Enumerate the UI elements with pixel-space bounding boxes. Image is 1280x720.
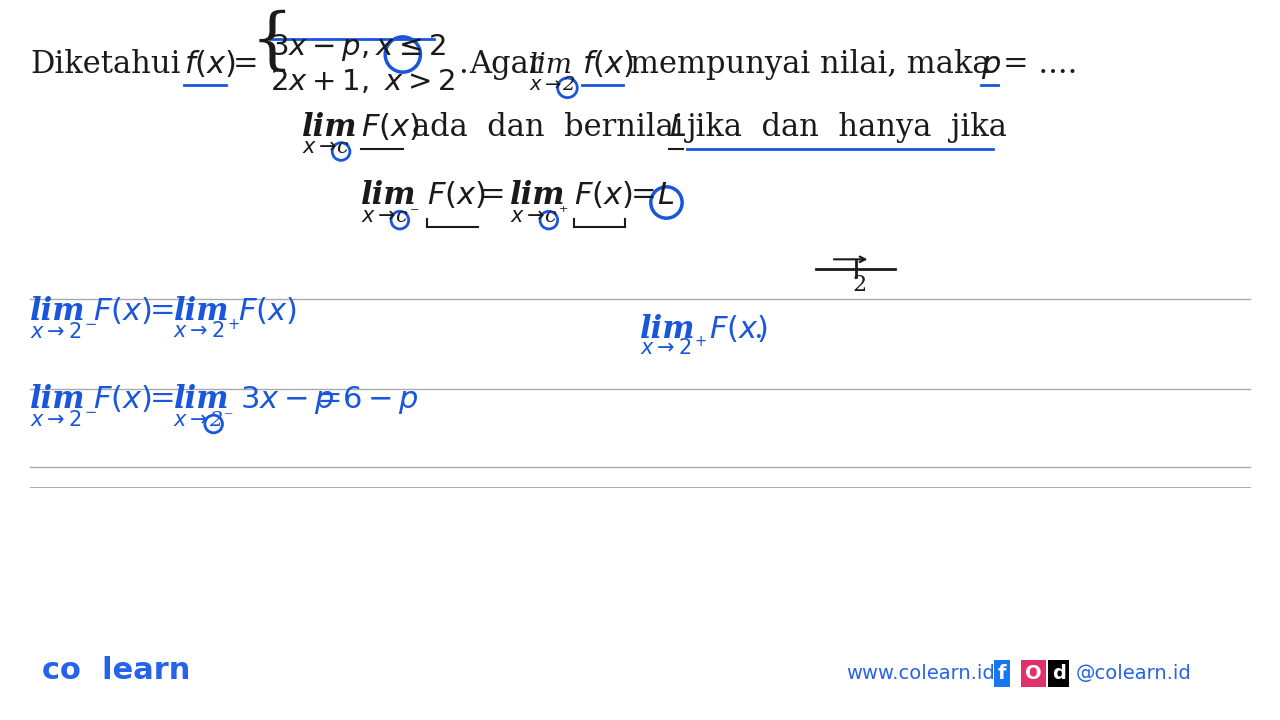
Text: co  learn: co learn — [42, 656, 191, 685]
Text: $F(x)$: $F(x)$ — [238, 296, 297, 327]
Text: .: . — [458, 49, 467, 80]
Text: d: d — [1052, 664, 1065, 683]
Text: $x \to 2^-$: $x \to 2^-$ — [31, 322, 99, 342]
Text: O: O — [1025, 664, 1042, 683]
Text: $x \to$: $x \to$ — [302, 138, 338, 158]
Text: {: { — [251, 10, 293, 76]
Text: lim: lim — [361, 181, 416, 212]
Text: $3x - p$: $3x - p$ — [241, 384, 335, 416]
Text: lim: lim — [31, 384, 86, 415]
Text: $f(x)$: $f(x)$ — [582, 49, 634, 80]
Text: $F(x)$: $F(x)$ — [93, 384, 152, 415]
Text: $f(x)$: $f(x)$ — [184, 49, 237, 80]
Text: jika  dan  hanya  jika: jika dan hanya jika — [687, 112, 1007, 143]
Text: 2: 2 — [563, 76, 575, 94]
Text: $L$: $L$ — [657, 181, 673, 212]
Text: $L$: $L$ — [669, 112, 686, 143]
Text: lim: lim — [529, 52, 573, 79]
Text: @colearn.id: @colearn.id — [1076, 664, 1192, 683]
Text: $x \to$: $x \to$ — [174, 411, 209, 430]
Text: f: f — [997, 664, 1006, 683]
Text: c: c — [337, 138, 348, 158]
Text: 2: 2 — [209, 411, 221, 430]
Text: ada  dan  bernilai: ada dan bernilai — [412, 112, 684, 143]
Text: ⁺: ⁺ — [558, 204, 568, 222]
Text: $3x - p,$: $3x - p,$ — [270, 32, 369, 63]
Text: $F(x)$: $F(x)$ — [575, 181, 634, 212]
Text: $F(x)$: $F(x)$ — [428, 181, 486, 212]
Text: $2x + 1,\ x > 2$: $2x + 1,\ x > 2$ — [270, 68, 456, 96]
Text: $x \leq 2$: $x \leq 2$ — [375, 33, 447, 61]
Text: Diketahui: Diketahui — [31, 49, 180, 80]
Text: $p$: $p$ — [980, 50, 1001, 81]
Text: $x \to$: $x \to$ — [361, 207, 396, 226]
Text: =: = — [232, 49, 257, 80]
Text: lim: lim — [174, 384, 229, 415]
Text: $F(x)$: $F(x)$ — [709, 314, 768, 345]
Text: = ....: = .... — [1002, 49, 1076, 80]
Text: $x \to$: $x \to$ — [509, 207, 545, 226]
Text: $x \to 2^-$: $x \to 2^-$ — [31, 410, 99, 430]
Text: ⁻: ⁻ — [224, 408, 233, 426]
Text: c: c — [544, 207, 556, 226]
Text: lim: lim — [509, 181, 566, 212]
Text: $x \to 2^+$: $x \to 2^+$ — [174, 318, 241, 342]
Text: c: c — [396, 207, 407, 226]
Text: mempunyai nilai, maka: mempunyai nilai, maka — [630, 49, 991, 80]
Text: =: = — [631, 181, 657, 212]
Text: .: . — [753, 314, 763, 345]
Text: $6 - p$: $6 - p$ — [342, 384, 419, 416]
Text: =: = — [150, 296, 175, 327]
Text: 2: 2 — [852, 274, 867, 296]
Text: lim: lim — [302, 112, 357, 143]
Text: lim: lim — [640, 314, 695, 345]
Text: lim: lim — [31, 296, 86, 327]
Text: ⁻: ⁻ — [410, 204, 419, 222]
Text: Agar: Agar — [470, 49, 544, 80]
Text: lim: lim — [174, 296, 229, 327]
Text: =: = — [480, 181, 506, 212]
Text: $x \to 2^+$: $x \to 2^+$ — [640, 336, 708, 359]
Text: www.colearn.id: www.colearn.id — [846, 664, 995, 683]
Text: $x \to$: $x \to$ — [529, 76, 562, 94]
Text: =: = — [150, 384, 175, 415]
Text: $F(x)$: $F(x)$ — [361, 112, 420, 143]
Text: =: = — [316, 384, 342, 415]
Text: $F(x)$: $F(x)$ — [93, 296, 152, 327]
